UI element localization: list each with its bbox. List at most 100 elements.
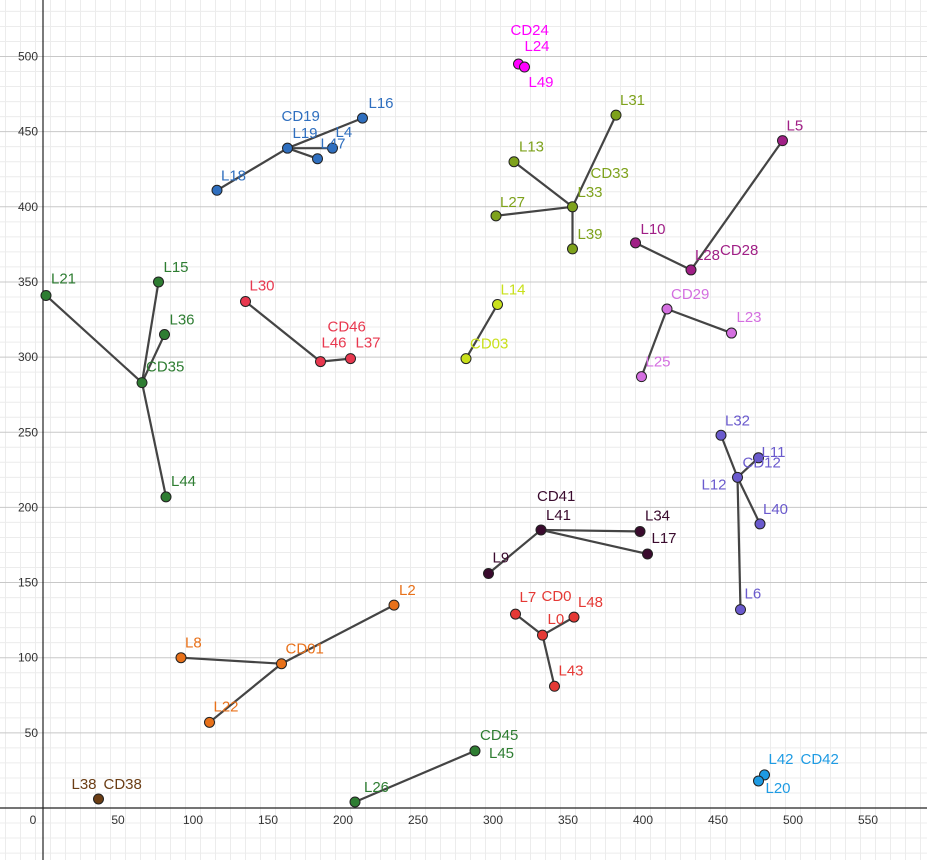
data-point: [508, 156, 520, 168]
connection-line: [244, 300, 322, 363]
connection-line: [495, 205, 573, 217]
data-point: [754, 518, 766, 530]
connection-line: [736, 476, 761, 525]
data-point: [345, 353, 356, 365]
connection-line: [540, 528, 648, 556]
x-tick-label: 550: [858, 813, 878, 827]
point-label: CD29: [671, 286, 709, 303]
point-label: CD45: [480, 727, 518, 744]
connection-line: [690, 140, 784, 271]
connection-line: [541, 634, 556, 687]
data-point: [519, 61, 530, 73]
y-tick-label: 500: [18, 50, 38, 64]
point-label: L31: [620, 92, 645, 109]
x-tick-label: 500: [783, 813, 803, 827]
connection-line: [540, 528, 641, 533]
y-tick-label: 450: [18, 125, 38, 139]
data-point: [315, 356, 326, 368]
point-label: L11: [762, 444, 786, 461]
connection-line: [354, 749, 476, 804]
connection-line: [280, 604, 395, 665]
data-point: [211, 184, 223, 196]
data-point: [492, 298, 503, 310]
connection-line: [571, 114, 617, 208]
point-label: L21: [51, 270, 76, 287]
y-tick-label: 100: [18, 651, 38, 665]
data-point: [567, 201, 578, 213]
point-label: L18: [221, 167, 246, 184]
connection-line: [140, 382, 168, 498]
connection-line: [513, 160, 574, 208]
connection-line: [666, 307, 732, 335]
point-label: L34: [645, 507, 670, 524]
point-label: L49: [529, 74, 554, 91]
data-point: [204, 716, 215, 728]
data-point: [460, 353, 472, 365]
point-label: CD38: [104, 776, 142, 793]
point-label: L27: [500, 194, 525, 211]
point-label: L37: [356, 335, 381, 352]
data-points: [40, 58, 788, 808]
x-tick-label: 350: [558, 813, 578, 827]
point-label: L47: [321, 136, 346, 153]
data-point: [753, 775, 764, 787]
point-label: L46: [322, 335, 347, 352]
data-point: [715, 429, 727, 441]
data-point: [535, 524, 547, 536]
data-point: [537, 629, 548, 641]
connection-line: [719, 434, 739, 478]
point-label: L17: [652, 530, 677, 547]
data-point: [357, 112, 368, 124]
data-point: [685, 264, 697, 276]
point-label: L45: [489, 745, 514, 762]
x-tick-label: 200: [333, 813, 353, 827]
point-label: L10: [641, 221, 666, 238]
connection-line: [216, 147, 289, 192]
point-label: L28: [695, 247, 720, 264]
data-point: [630, 237, 641, 249]
y-tick-label: 50: [25, 726, 39, 740]
y-tick-label: 250: [18, 425, 38, 439]
data-point: [549, 680, 560, 692]
x-tick-label: 450: [708, 813, 728, 827]
point-label: L23: [737, 309, 762, 326]
y-tick-label: 350: [18, 275, 38, 289]
data-point: [483, 568, 494, 580]
y-tick-label: 150: [18, 576, 38, 590]
point-label: L48: [578, 594, 603, 611]
data-point: [726, 327, 737, 339]
point-label: CD01: [286, 641, 324, 658]
data-point: [732, 471, 743, 483]
data-point: [153, 276, 164, 288]
point-label: CD0: [542, 588, 572, 605]
point-label: L25: [646, 354, 671, 371]
point-label: L32: [725, 412, 750, 429]
data-point: [661, 303, 673, 315]
x-tick-label: 400: [633, 813, 653, 827]
connection-line: [635, 241, 692, 271]
data-point: [276, 658, 287, 670]
data-point: [175, 652, 187, 664]
connection-line: [541, 616, 575, 637]
data-point: [282, 142, 293, 154]
data-point: [327, 142, 338, 154]
data-point: [160, 491, 172, 503]
x-tick-label: 150: [258, 813, 278, 827]
y-tick-label: 400: [18, 200, 38, 214]
y-tick-label: 200: [18, 500, 38, 514]
data-point: [568, 611, 580, 623]
point-label: L5: [787, 118, 804, 135]
data-point: [240, 295, 251, 307]
x-tick-label: 250: [408, 813, 428, 827]
point-label: L7: [520, 589, 537, 606]
point-label: CD42: [801, 751, 839, 768]
point-label: CD03: [470, 336, 508, 353]
data-point: [735, 604, 746, 616]
point-label: L43: [559, 662, 584, 679]
data-point: [312, 153, 323, 165]
point-label: CD24: [511, 22, 549, 39]
point-label: L33: [578, 184, 603, 201]
